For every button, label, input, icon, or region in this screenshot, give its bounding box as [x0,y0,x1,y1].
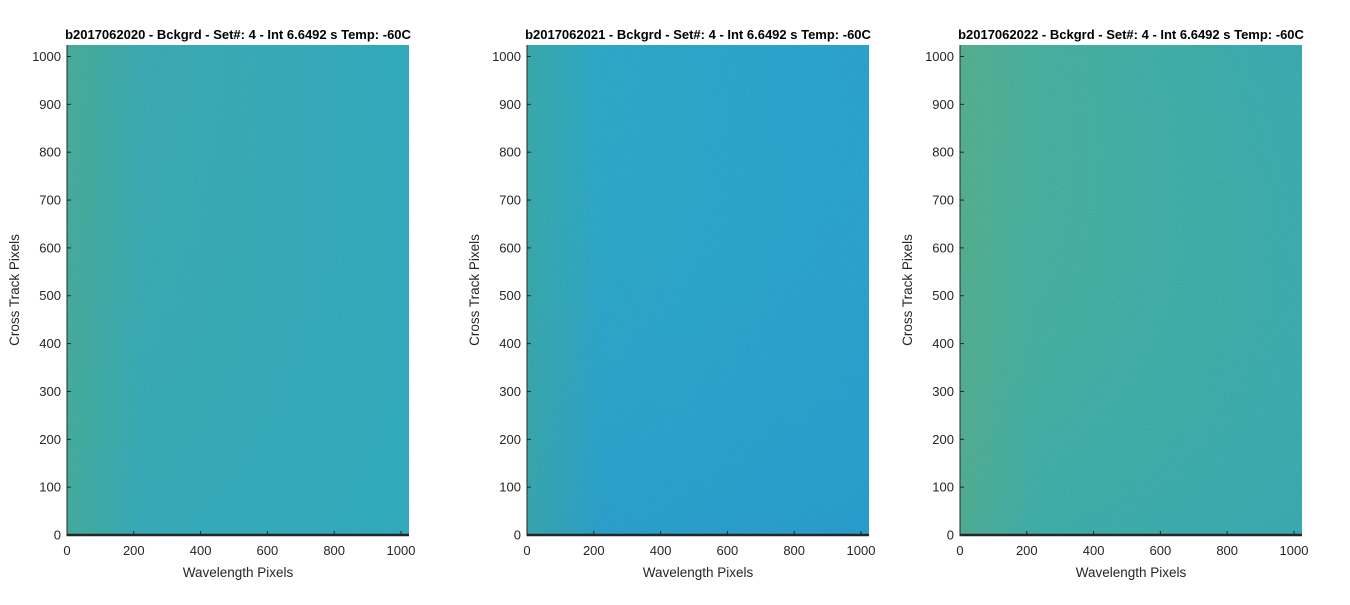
y-tick-label: 200 [39,432,61,447]
y-tick-label: 0 [947,528,954,543]
chart-panel-2: 0 200 400 600 800 1000 0 100 200 300 400 500 600 700 8… [467,27,875,580]
y-tick-label: 500 [932,288,954,303]
y-tick-label: 800 [499,145,521,160]
y-tick-label: 100 [39,480,61,495]
x-tick-label: 600 [717,543,739,558]
x-tick-label: 1000 [387,543,416,558]
y-tick-label: 600 [499,240,521,255]
x-tick-label: 400 [1083,543,1105,558]
x-tick-label: 400 [190,543,212,558]
x-tick-label: 0 [523,543,530,558]
x-tick-label: 1000 [1280,543,1309,558]
x-tick-label: 0 [63,543,70,558]
y-tick-label: 700 [932,193,954,208]
x-axis-label: Wavelength Pixels [643,565,754,580]
y-tick-label: 0 [514,528,521,543]
y-tick-label: 200 [932,432,954,447]
x-tick-label: 1000 [847,543,876,558]
y-tick-label: 800 [39,145,61,160]
x-tick-label: 600 [257,543,279,558]
y-tick-label: 900 [499,97,521,112]
heatmap-image [527,45,869,535]
chart-panel-3: 0 200 400 600 800 1000 0 100 200 300 400 500 600 700 8… [900,27,1308,580]
x-tick-label: 800 [323,543,345,558]
y-tick-label: 300 [39,384,61,399]
y-tick-label: 800 [932,145,954,160]
x-tick-label: 600 [1150,543,1172,558]
y-tick-label: 400 [499,336,521,351]
x-tick-label: 400 [650,543,672,558]
y-tick-label: 900 [932,97,954,112]
y-tick-label: 1000 [32,49,61,64]
y-tick-label: 300 [499,384,521,399]
y-tick-label: 600 [932,240,954,255]
y-tick-label: 900 [39,97,61,112]
y-tick-label: 100 [499,480,521,495]
y-tick-label: 200 [499,432,521,447]
y-tick-label: 700 [39,193,61,208]
y-axis-label: Cross Track Pixels [7,234,22,346]
x-axis-label: Wavelength Pixels [1076,565,1187,580]
y-axis-label: Cross Track Pixels [900,234,915,346]
x-tick-label: 0 [956,543,963,558]
x-tick-label: 200 [1016,543,1038,558]
chart-title: b2017062021 - Bckgrd - Set#: 4 - Int 6.6… [525,27,871,42]
x-tick-label: 200 [123,543,145,558]
y-tick-label: 300 [932,384,954,399]
y-tick-label: 400 [932,336,954,351]
chart-title: b2017062022 - Bckgrd - Set#: 4 - Int 6.6… [958,27,1304,42]
y-tick-label: 400 [39,336,61,351]
y-tick-label: 500 [39,288,61,303]
y-tick-label: 500 [499,288,521,303]
y-tick-label: 0 [54,528,61,543]
x-tick-label: 800 [783,543,805,558]
chart-panel-1: 0 200 400 600 800 1000 0 100 200 300 400 500 600 700 8… [7,27,415,580]
y-tick-label: 700 [499,193,521,208]
x-axis-label: Wavelength Pixels [183,565,294,580]
heatmap-image [67,45,409,535]
x-tick-label: 800 [1216,543,1238,558]
y-tick-label: 600 [39,240,61,255]
y-tick-label: 100 [932,480,954,495]
heatmap-image [960,45,1302,535]
x-tick-label: 200 [583,543,605,558]
y-axis-label: Cross Track Pixels [467,234,482,346]
y-tick-label: 1000 [492,49,521,64]
chart-title: b2017062020 - Bckgrd - Set#: 4 - Int 6.6… [65,27,411,42]
y-tick-label: 1000 [925,49,954,64]
